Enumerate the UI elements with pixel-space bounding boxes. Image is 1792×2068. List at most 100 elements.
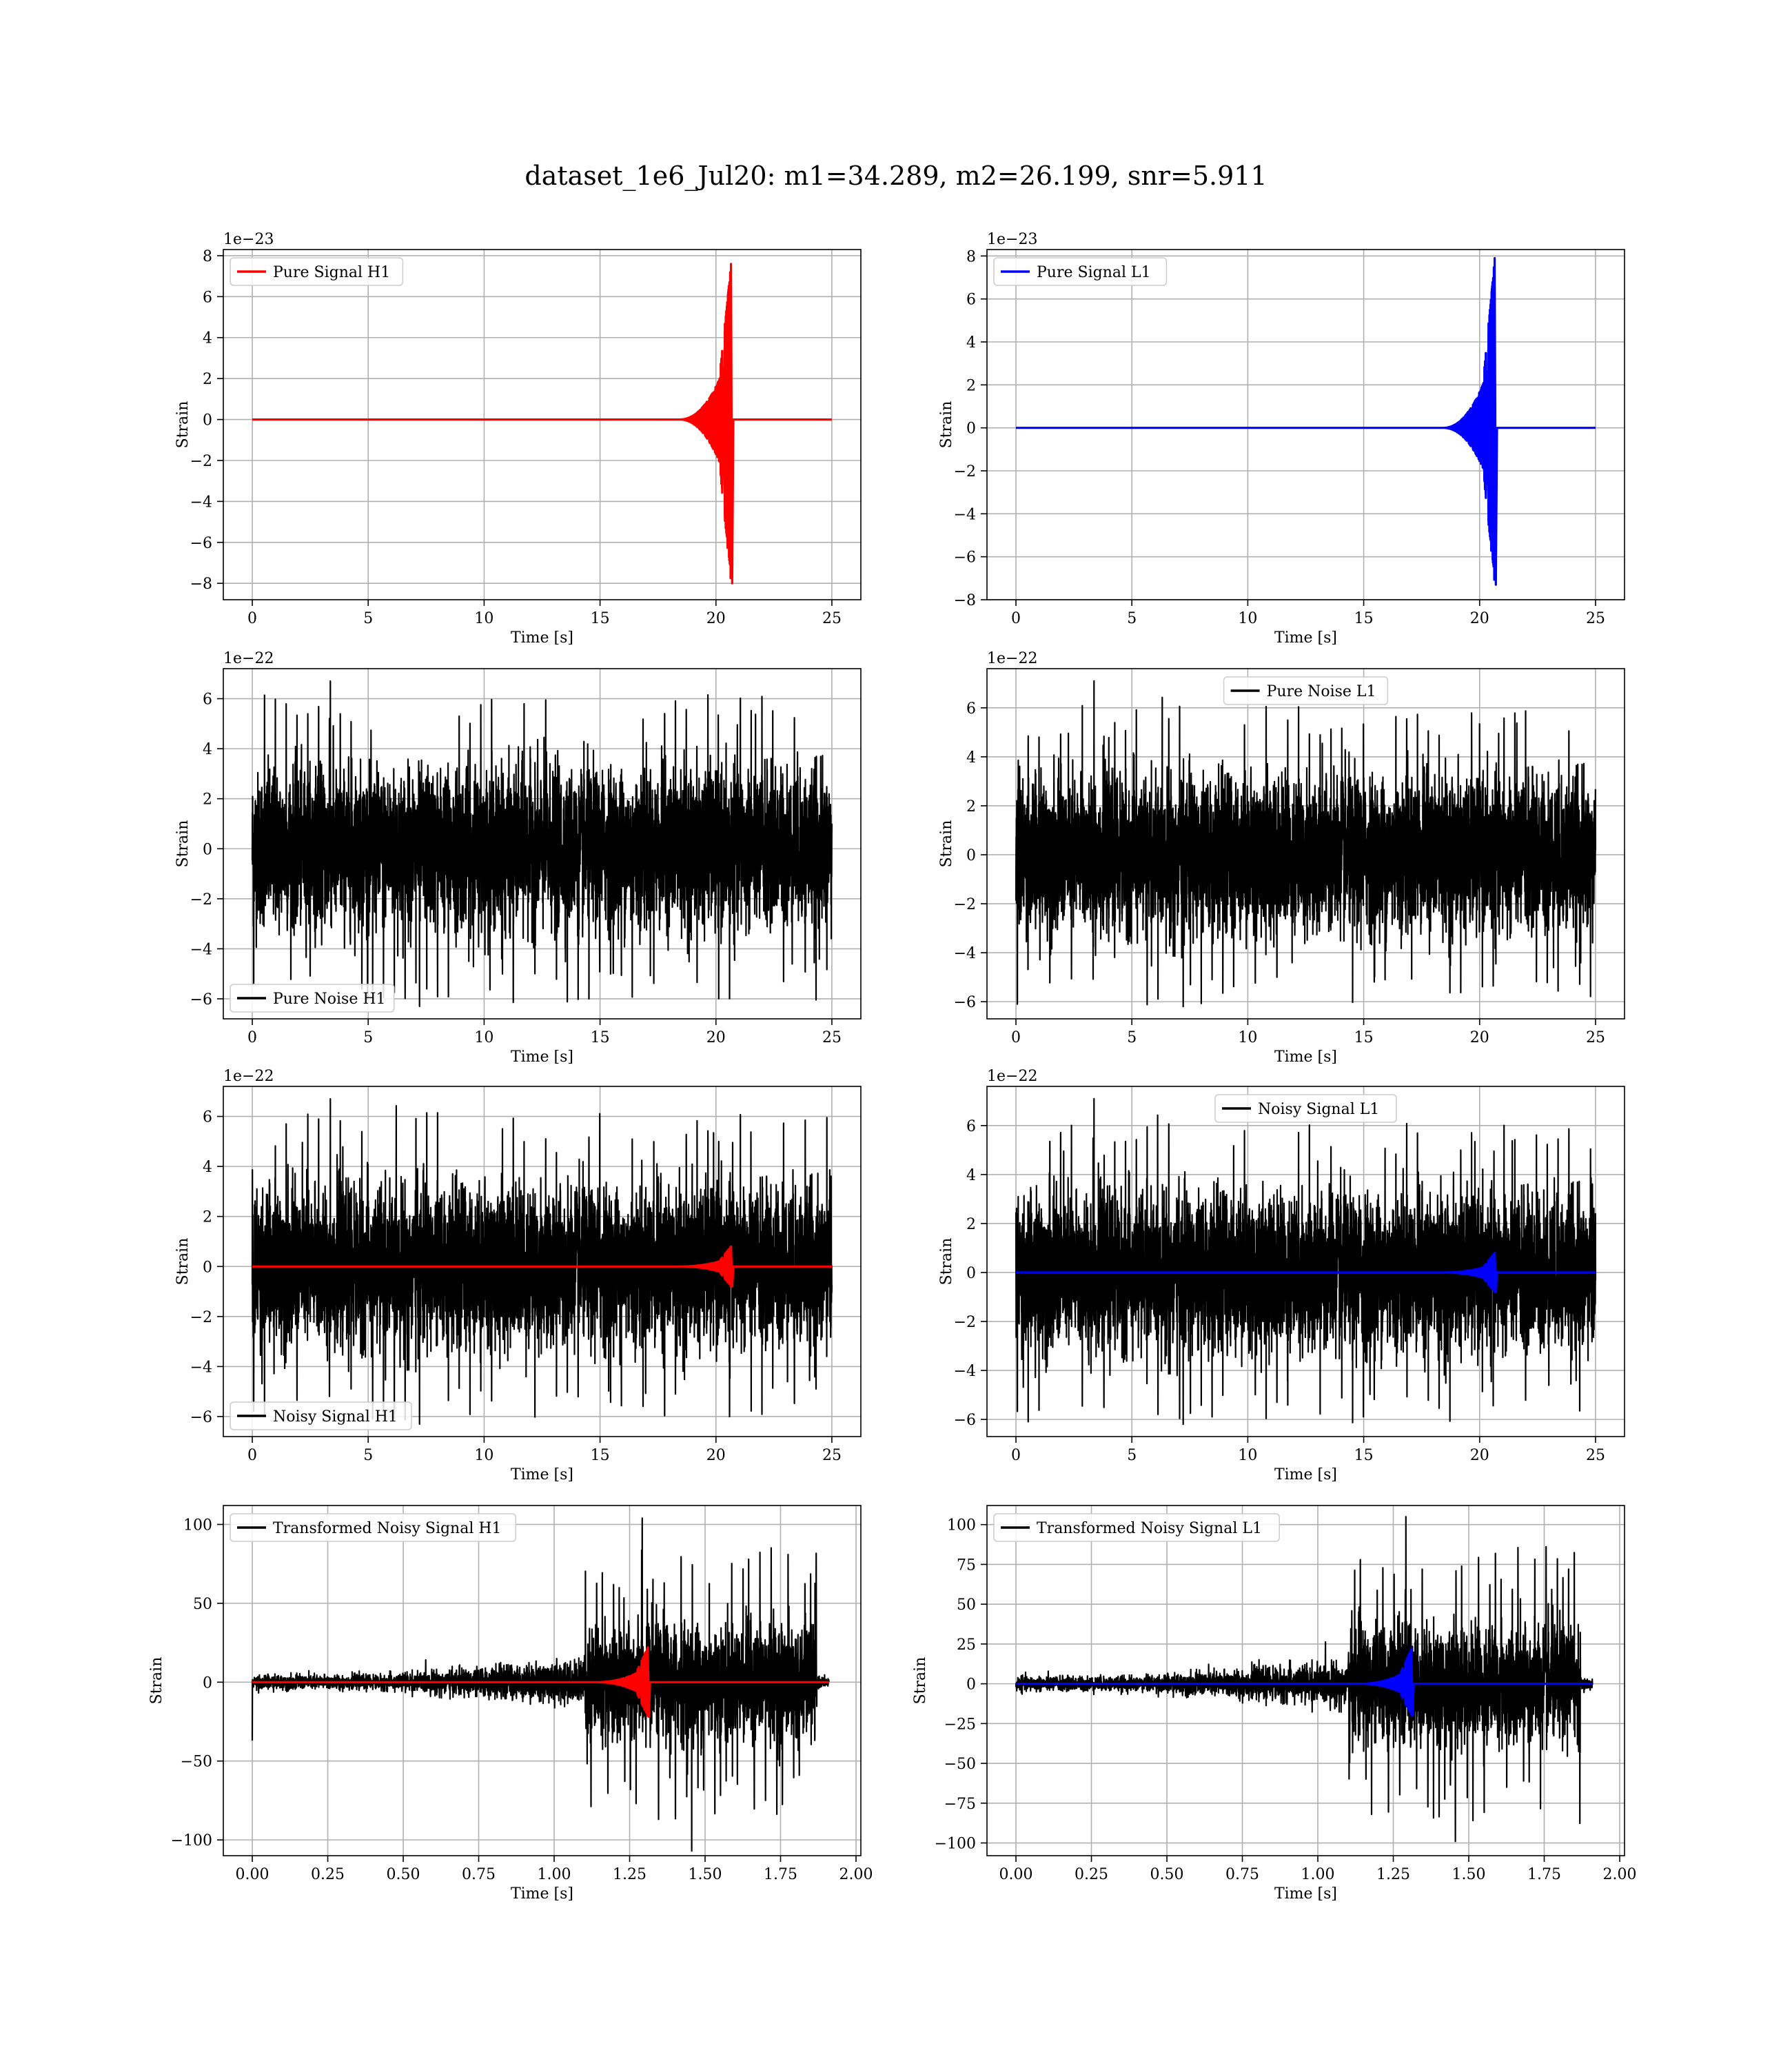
transformed-noisy-signal-h1-legend: Transformed Noisy Signal H1 <box>230 1513 516 1542</box>
x-tick-label: 25 <box>1586 1447 1605 1464</box>
pure-noise-l1-offset-text: 1e−22 <box>987 650 1037 667</box>
pure-noise-l1-axes: 0 5 10 15 20 25 −6 −4 −2 0 2 4 6 Time [s] Strain 1e−22 P… <box>938 650 1625 1066</box>
transformed-noisy-signal-l1-xlabel: Time [s] <box>1274 1885 1337 1903</box>
x-tick-label: 0 <box>247 1447 257 1464</box>
legend-box <box>993 257 1168 286</box>
legend-box <box>230 1513 516 1542</box>
pure-signal-h1-frame <box>223 249 862 600</box>
pure-signal-h1-offset-text: 1e−23 <box>223 231 274 248</box>
x-tick-label: 0 <box>247 1029 257 1046</box>
legend-label: Noisy Signal H1 <box>273 1408 398 1426</box>
noisy-signal-h1-frame <box>223 1086 862 1437</box>
y-tick-label: −2 <box>954 896 976 913</box>
y-tick-label: −4 <box>190 1359 212 1376</box>
transformed-noisy-signal-l1-ylabel: Strain <box>912 1657 929 1705</box>
y-tick-label: −6 <box>190 535 212 552</box>
x-tick-label: 1.50 <box>689 1866 722 1883</box>
x-tick-label: 25 <box>1586 1029 1605 1046</box>
noisy-signal-l1-frame <box>986 1086 1625 1437</box>
transformed-noisy-signal-l1-series-signal <box>1016 1648 1593 1717</box>
pure-noise-h1-offset-text: 1e−22 <box>223 650 274 667</box>
x-tick-label: 5 <box>1127 1029 1137 1046</box>
x-tick-label: 0 <box>247 610 257 627</box>
x-tick-label: 0 <box>1011 1029 1021 1046</box>
y-tick-label: −2 <box>190 891 212 909</box>
pure-signal-h1-ylabel: Strain <box>174 401 192 449</box>
x-tick-label: 0.75 <box>1225 1866 1259 1883</box>
transformed-noisy-signal-h1-xlabel: Time [s] <box>511 1885 573 1903</box>
x-tick-label: 15 <box>1354 1029 1374 1046</box>
y-tick-label: 4 <box>203 330 212 347</box>
pure-noise-h1-legend: Pure Noise H1 <box>230 984 395 1013</box>
y-tick-label: −2 <box>190 1309 212 1326</box>
y-tick-label: −4 <box>190 941 212 958</box>
x-tick-label: 10 <box>474 1447 493 1464</box>
y-tick-label: 50 <box>957 1596 976 1614</box>
legend-label: Transformed Noisy Signal L1 <box>1037 1520 1262 1537</box>
pure-signal-l1-offset-text: 1e−23 <box>987 231 1037 248</box>
noisy-signal-h1-offset-text: 1e−22 <box>223 1068 274 1085</box>
pure-noise-l1-series-noise <box>1015 680 1597 1008</box>
pure-signal-l1-xlabel: Time [s] <box>1274 629 1337 647</box>
x-tick-label: 1.00 <box>538 1866 571 1883</box>
y-tick-label: −100 <box>935 1836 976 1853</box>
y-tick-label: −100 <box>171 1832 212 1849</box>
pure-noise-h1-axes: 0 5 10 15 20 25 −6 −4 −2 0 2 4 6 Time [s] Strain 1e−22 P… <box>174 650 862 1066</box>
noisy-signal-l1-axes: 0 5 10 15 20 25 −6 −4 −2 0 2 4 6 Time [s] Strain 1e−22 N… <box>938 1068 1625 1483</box>
y-tick-label: −50 <box>944 1756 976 1773</box>
y-tick-label: −75 <box>944 1796 976 1813</box>
x-tick-label: 0 <box>1011 1447 1021 1464</box>
x-tick-label: 10 <box>1238 610 1257 627</box>
x-tick-label: 0.50 <box>387 1866 420 1883</box>
x-tick-label: 0.25 <box>311 1866 345 1883</box>
x-tick-label: 2.00 <box>1603 1866 1637 1883</box>
pure-noise-h1-ylabel: Strain <box>174 820 192 868</box>
pure-noise-h1-xlabel: Time [s] <box>511 1048 573 1066</box>
y-tick-label: −6 <box>954 994 976 1011</box>
x-tick-label: 5 <box>363 1447 373 1464</box>
x-tick-label: 0.00 <box>236 1866 269 1883</box>
transformed-noisy-signal-l1-axes: 0.00 0.25 0.50 0.75 1.00 1.25 1.50 1.75 2.00 −100… <box>912 1505 1637 1903</box>
noisy-signal-l1-series-group <box>1015 1097 1597 1426</box>
noisy-signal-l1-xlabel: Time [s] <box>1274 1466 1337 1483</box>
x-tick-label: 20 <box>1470 1447 1489 1464</box>
y-tick-label: −2 <box>954 463 976 480</box>
y-tick-label: 0 <box>203 841 212 858</box>
noisy-signal-l1-series-noise <box>1015 1097 1597 1426</box>
x-tick-label: 15 <box>591 1029 610 1046</box>
transformed-noisy-signal-l1-series-group <box>1015 1516 1594 1843</box>
pure-noise-l1-ylabel: Strain <box>938 820 955 868</box>
x-tick-label: 1.50 <box>1452 1866 1486 1883</box>
y-tick-label: 2 <box>203 371 212 388</box>
y-tick-label: 4 <box>966 749 976 767</box>
y-tick-label: 0 <box>203 412 212 429</box>
y-tick-label: 4 <box>966 334 976 352</box>
y-tick-label: −6 <box>954 1412 976 1429</box>
y-tick-label: 2 <box>203 1209 212 1226</box>
y-tick-label: 6 <box>966 292 976 309</box>
noisy-signal-h1-axes: 0 5 10 15 20 25 −6 −4 −2 0 2 4 6 Time [s] Strain 1e−22 N… <box>174 1068 862 1483</box>
legend-label: Transformed Noisy Signal H1 <box>273 1520 502 1537</box>
pure-signal-h1-series-signal <box>252 263 832 585</box>
y-tick-label: −8 <box>954 592 976 609</box>
x-tick-label: 10 <box>1238 1447 1257 1464</box>
pure-signal-l1-axes: 0 5 10 15 20 25 −8 −6 −4 −2 0 2 4 6 8 Time [s] Strain 1e−… <box>938 231 1625 647</box>
noisy-signal-h1-series-signal <box>252 1245 832 1288</box>
x-tick-label: 1.75 <box>1527 1866 1561 1883</box>
x-tick-label: 1.25 <box>1376 1866 1410 1883</box>
y-tick-label: −6 <box>954 549 976 567</box>
legend-box <box>993 1513 1280 1542</box>
noisy-signal-l1-legend: Noisy Signal L1 <box>1214 1094 1397 1123</box>
y-tick-label: 4 <box>966 1167 976 1184</box>
transformed-noisy-signal-l1-legend: Transformed Noisy Signal L1 <box>993 1513 1280 1542</box>
noisy-signal-h1-xlabel: Time [s] <box>511 1466 573 1483</box>
x-tick-label: 25 <box>822 1447 842 1464</box>
y-tick-label: 2 <box>966 1216 976 1233</box>
legend-box <box>230 1401 412 1430</box>
y-tick-label: 6 <box>966 700 976 718</box>
x-tick-label: 20 <box>1470 1029 1489 1046</box>
pure-signal-l1-frame <box>986 249 1625 600</box>
pure-signal-h1-xlabel: Time [s] <box>511 629 573 647</box>
pure-signal-h1-legend: Pure Signal H1 <box>230 257 404 286</box>
noisy-signal-l1-offset-text: 1e−22 <box>987 1068 1037 1085</box>
